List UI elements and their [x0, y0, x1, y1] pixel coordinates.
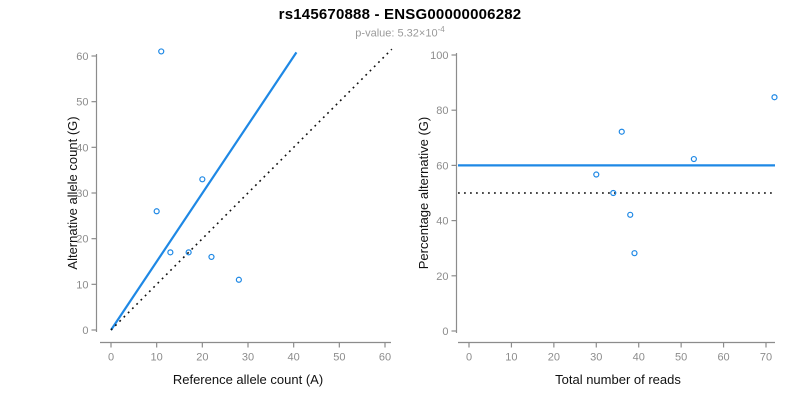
- data-point: [771, 94, 778, 101]
- y-tick-label: 40: [76, 142, 88, 154]
- figure-subtitle: p-value: 5.32×10-4: [0, 25, 800, 40]
- y-tick-label: 20: [76, 234, 88, 246]
- y-tick-label: 50: [76, 97, 88, 109]
- x-tick-label: 50: [333, 352, 345, 364]
- y-tick-label: 30: [76, 188, 88, 200]
- data-point: [618, 128, 625, 135]
- x-tick-label: 10: [505, 352, 517, 364]
- y-axis-title: Alternative allele count (G): [65, 116, 80, 269]
- data-point: [593, 171, 600, 178]
- data-point: [153, 208, 160, 215]
- x-tick-label: 0: [466, 352, 472, 364]
- data-point: [690, 155, 697, 163]
- figure-title: rs145670888 - ENSG00000006282: [278, 6, 522, 23]
- y-tick-label: 20: [436, 271, 448, 283]
- data-point: [235, 276, 242, 283]
- x-tick-label: 30: [590, 352, 602, 364]
- x-tick-label: 50: [675, 352, 687, 364]
- reads-vs-percentage-scatter: 0 20 40 60 80 100 0 10 20 30 40 50 60 70 Total number …: [416, 50, 778, 387]
- pvalue-text: p-value: 5.32×10: [355, 27, 438, 40]
- x-tick-label: 60: [379, 352, 391, 364]
- x-tick-label: 0: [108, 352, 114, 364]
- data-point: [185, 249, 192, 256]
- x-axis-title: Reference allele count (A): [173, 372, 323, 387]
- x-tick-label: 70: [760, 352, 772, 364]
- x-tick-label: 10: [151, 352, 163, 364]
- data-point: [631, 250, 638, 257]
- fit-line: [110, 51, 298, 331]
- data-point: [167, 249, 174, 256]
- y-tick-label: 0: [82, 325, 88, 337]
- x-tick-label: 60: [717, 352, 729, 364]
- data-point: [208, 253, 215, 261]
- y-tick-label: 60: [436, 160, 448, 172]
- y-tick-label: 80: [436, 105, 448, 117]
- y-tick-label: 0: [442, 326, 448, 338]
- data-point: [610, 189, 617, 197]
- x-tick-label: 30: [242, 352, 254, 364]
- x-tick-label: 20: [196, 352, 208, 364]
- x-tick-label: 40: [633, 352, 645, 364]
- y-tick-label: 60: [76, 51, 88, 63]
- x-tick-label: 40: [288, 352, 300, 364]
- y-tick-label: 40: [436, 216, 448, 228]
- y-tick-label: 100: [430, 50, 448, 62]
- y-tick-label: 10: [76, 279, 88, 291]
- pvalue-exponent: -4: [437, 25, 445, 34]
- data-point: [627, 211, 634, 218]
- data-point: [158, 48, 165, 55]
- identity-line: [110, 48, 393, 331]
- x-axis-title: Total number of reads: [555, 372, 681, 387]
- y-axis-title: Percentage alternative (G): [416, 117, 431, 269]
- x-tick-label: 20: [548, 352, 560, 364]
- ref-vs-alt-scatter: 0 10 20 30 40 50 60 0 10 20 30 40 50 60 Reference alle…: [65, 48, 393, 387]
- data-point: [199, 176, 206, 183]
